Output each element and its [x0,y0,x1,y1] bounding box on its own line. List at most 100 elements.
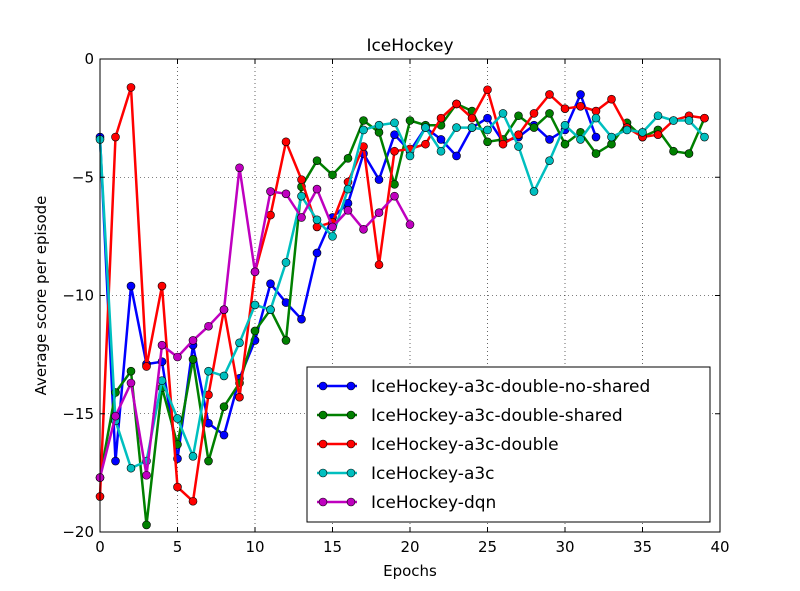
ticks [99,58,721,533]
series-layer [95,83,709,530]
data-point [514,130,523,139]
data-point [390,191,399,201]
data-point [343,184,353,194]
y-axis-label: Average score per episode [32,196,50,396]
data-point [173,482,182,492]
legend-marker [346,439,356,449]
data-point [669,146,678,156]
data-point [157,281,167,291]
data-point [250,300,260,310]
data-point [483,113,492,123]
data-point [700,113,709,123]
legend-entry: IceHockey-a3c-double-shared [317,406,623,426]
legend-marker [346,497,356,507]
data-point [638,128,647,137]
data-point [653,130,663,139]
data-point [173,414,182,423]
data-point [219,305,229,314]
data-point [529,109,539,118]
data-point [281,336,291,345]
data-point [312,184,322,194]
data-point [653,111,663,121]
data-point [111,456,120,466]
data-point [684,116,694,125]
y-tick-label: −20 [62,523,94,541]
data-point [700,132,709,142]
data-point [359,224,368,234]
data-point [514,111,523,121]
data-point [204,321,213,331]
data-point [483,85,492,95]
data-point [359,116,368,125]
data-point [250,326,260,336]
data-point [374,260,384,270]
data-point [142,362,151,371]
data-point [390,180,399,189]
data-point [374,208,384,218]
data-point [142,520,151,530]
data-point [452,151,461,161]
data-point [405,220,415,229]
data-point [576,102,585,111]
data-point [328,170,337,180]
data-point [297,314,306,324]
legend-entry: IceHockey-dqn [317,493,496,513]
data-point [591,149,601,158]
legend-marker [346,410,356,420]
data-point [607,132,616,142]
legend-entry: IceHockey-a3c-double [317,435,559,455]
data-point [622,125,632,135]
data-point [421,139,430,149]
data-point [219,402,229,411]
data-point [669,116,678,125]
x-tick-label: 15 [323,538,342,556]
data-point [219,430,229,440]
chart-title: IceHockey [366,36,453,56]
data-point [266,187,275,196]
data-point [266,279,275,288]
legend-label: IceHockey-a3c-double [371,435,559,455]
legend-label: IceHockey-dqn [371,493,496,513]
data-point [266,305,275,314]
data-point [607,94,616,104]
data-point [111,132,120,142]
data-point [126,463,136,473]
data-point [483,125,492,135]
data-point [467,113,477,123]
y-tick-label: −5 [72,168,94,186]
data-point [576,135,585,144]
data-point [529,187,539,196]
data-point [312,215,322,225]
data-point [529,123,539,132]
data-point [545,109,554,118]
data-point [297,191,306,201]
data-point [297,175,306,184]
data-point [219,371,229,381]
data-point [405,116,415,125]
y-tick-label: −10 [62,287,94,305]
data-point [684,149,694,158]
x-tick-label: 20 [400,538,419,556]
data-point [576,90,585,99]
data-point [312,156,322,165]
data-point [591,132,601,142]
data-point [405,151,415,161]
legend-box [306,366,711,523]
data-point [498,139,508,149]
legend-marker [318,381,328,391]
data-point [126,378,136,388]
data-point [545,135,554,144]
data-point [312,248,322,258]
data-point [545,156,554,165]
data-point [281,137,291,147]
x-tick-label: 30 [555,538,574,556]
data-point [591,113,601,123]
data-point [188,355,198,364]
data-point [142,470,151,480]
data-point [157,340,167,350]
data-point [328,222,337,232]
data-point [126,83,136,92]
data-point [498,109,508,118]
data-point [235,392,244,402]
data-point [204,366,213,376]
